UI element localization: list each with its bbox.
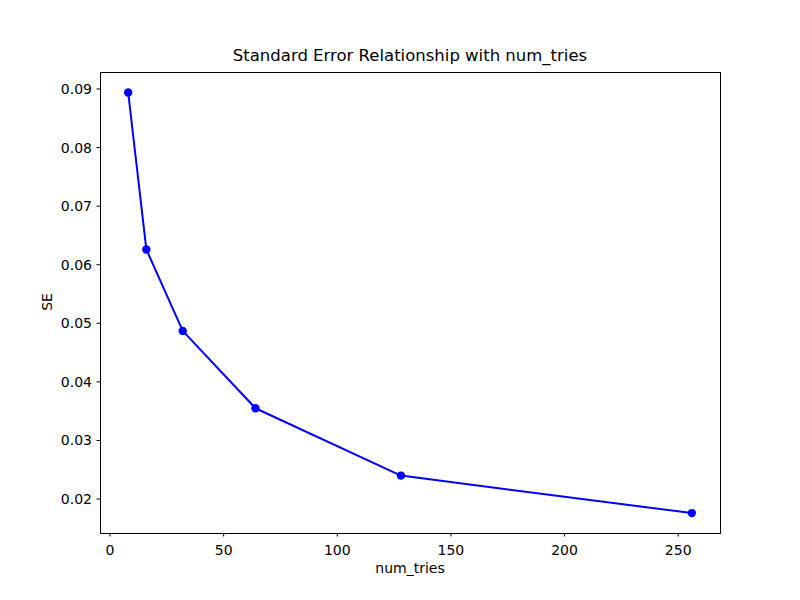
x-tick-label: 200 bbox=[551, 542, 578, 558]
plot-border bbox=[100, 72, 720, 533]
y-tick-label: 0.05 bbox=[61, 315, 92, 331]
data-line bbox=[128, 93, 692, 514]
y-axis-label: SE bbox=[39, 293, 55, 311]
y-tick-label: 0.03 bbox=[61, 432, 92, 448]
data-point bbox=[142, 245, 150, 253]
chart-figure: 0 50 100 150 200 250 0.02 0.03 0.04 0.05 0.06 0.07 0… bbox=[0, 0, 800, 600]
data-point bbox=[124, 88, 132, 96]
y-tick-label: 0.08 bbox=[61, 140, 92, 156]
y-tick-label: 0.06 bbox=[61, 257, 92, 273]
x-tick-label: 50 bbox=[215, 542, 233, 558]
data-point bbox=[397, 471, 405, 479]
chart-title: Standard Error Relationship with num_tri… bbox=[233, 46, 587, 65]
y-tick-label: 0.02 bbox=[61, 491, 92, 507]
x-tick-label: 100 bbox=[324, 542, 351, 558]
y-tick-label: 0.04 bbox=[61, 374, 92, 390]
x-tick-label: 250 bbox=[665, 542, 692, 558]
data-point bbox=[251, 404, 259, 412]
y-tick-label: 0.07 bbox=[61, 198, 92, 214]
data-point bbox=[688, 509, 696, 517]
data-point bbox=[179, 327, 187, 335]
y-tick-label: 0.09 bbox=[61, 81, 92, 97]
x-tick-label: 0 bbox=[106, 542, 115, 558]
chart-canvas: 0 50 100 150 200 250 0.02 0.03 0.04 0.05 0.06 0.07 0… bbox=[0, 0, 800, 600]
x-axis-label: num_tries bbox=[375, 560, 444, 576]
x-tick-label: 150 bbox=[438, 542, 465, 558]
